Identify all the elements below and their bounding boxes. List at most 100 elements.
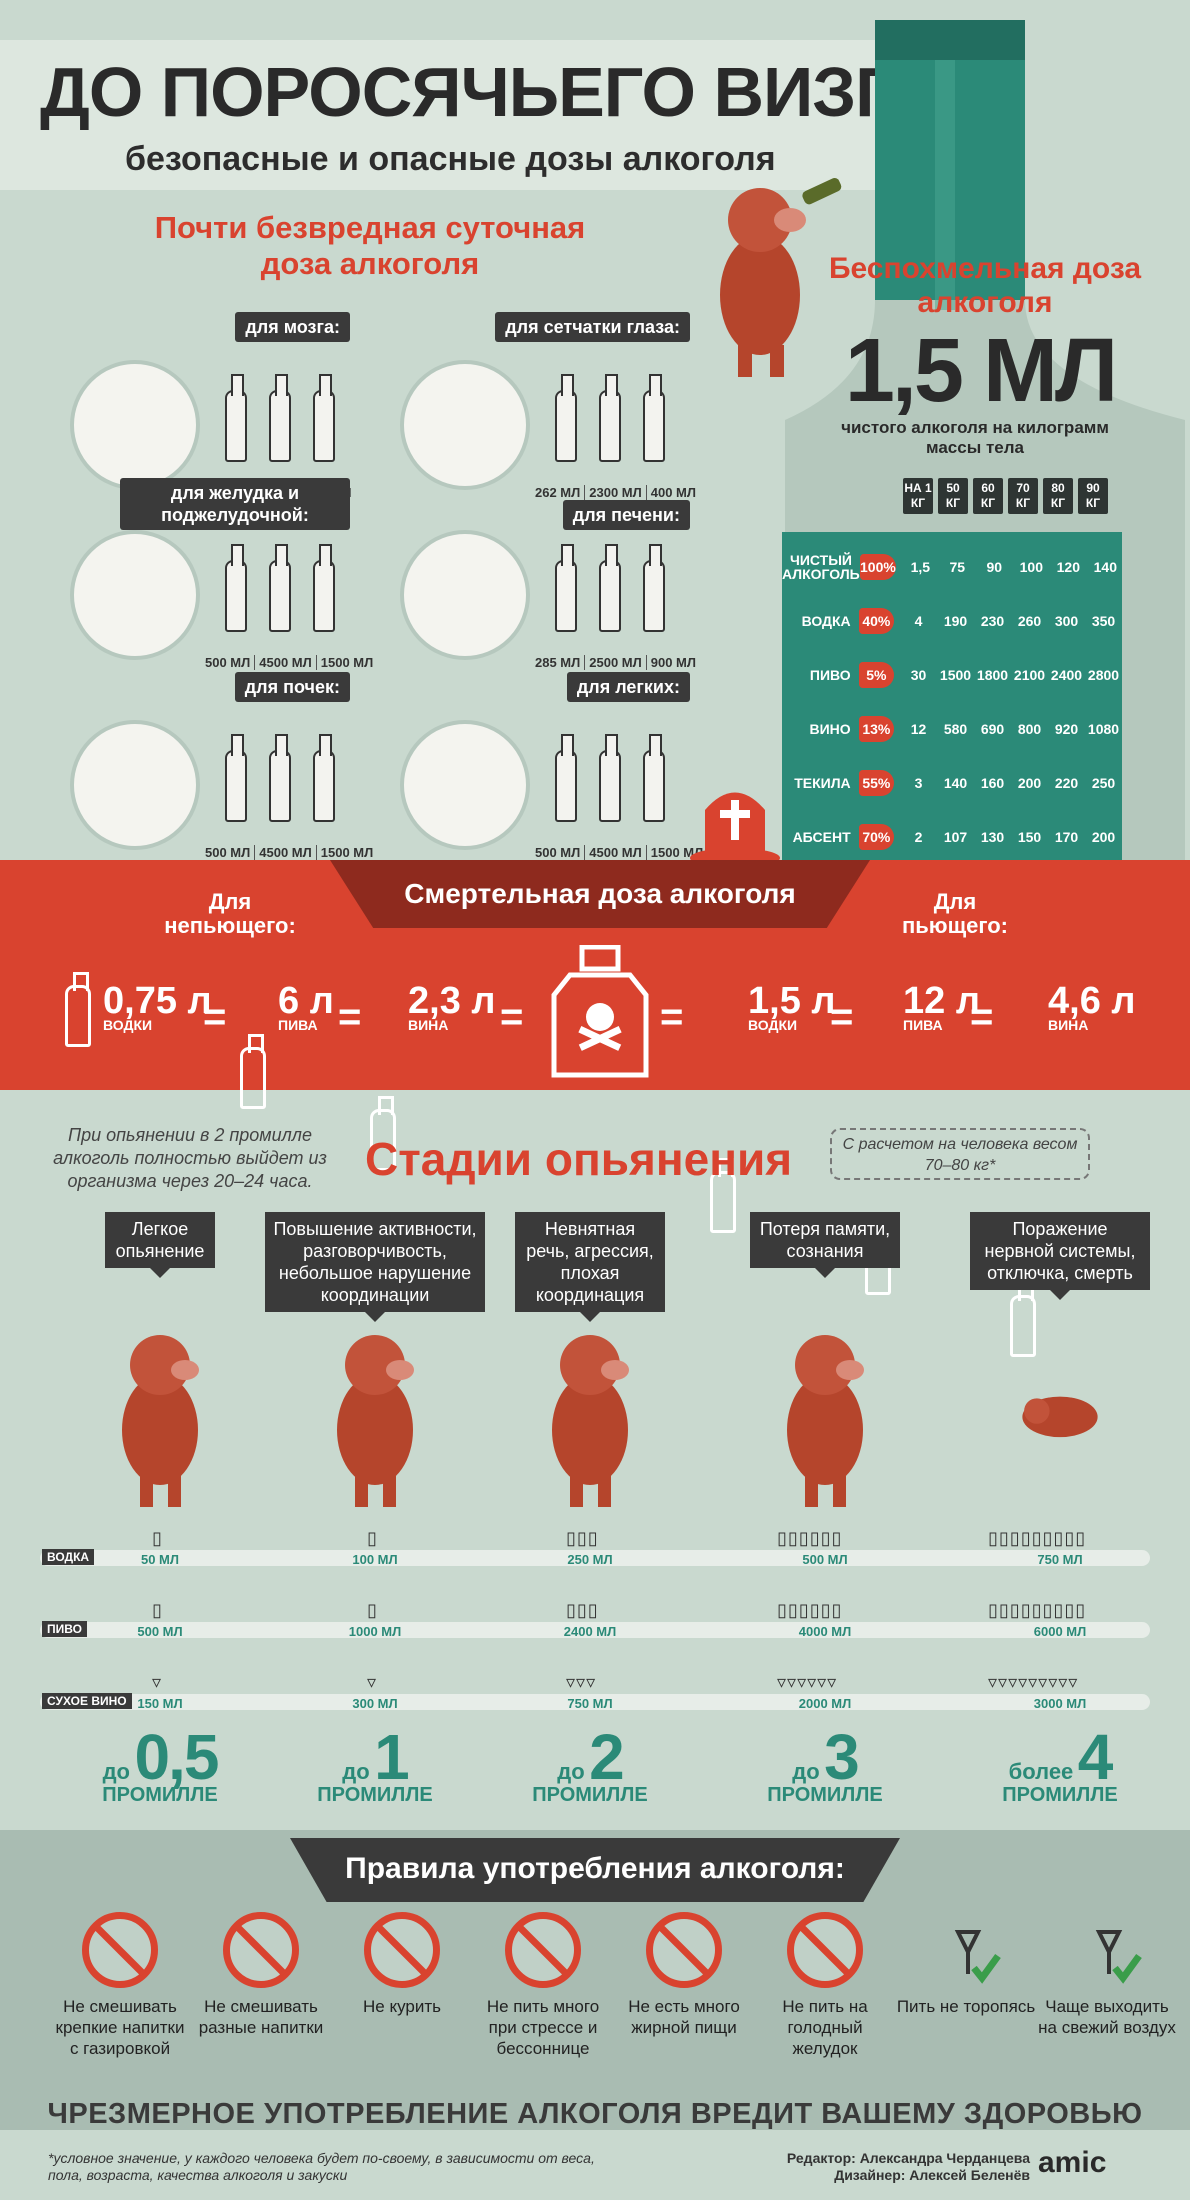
wine-amount: 3000 МЛ [1033, 1696, 1087, 1711]
rule-text: Не есть много жирной пищи [628, 1997, 740, 2037]
rule-text: Не пить много при стрессе и бессоннице [486, 1997, 600, 2058]
credits: Редактор: Александра Черданцева Дизайнер… [760, 2150, 1030, 2184]
prohibition-icon [82, 1912, 158, 1988]
dose-value: 1500 [939, 667, 972, 683]
dose-value: 140 [943, 775, 968, 791]
drink-strength: 13% [858, 716, 894, 742]
bottle-icon [555, 734, 577, 822]
promille-unit: ПРОМИЛЛЕ [767, 1784, 883, 1806]
promille-level: до 3 ПРОМИЛЛЕ [735, 1720, 915, 1807]
rule-text: Не смешивать разные напитки [198, 1997, 324, 2037]
rule-item: Не смешивать разные напитки [191, 1912, 331, 2038]
rule-item: Не курить [332, 1912, 472, 2017]
bottle-icon [599, 544, 621, 632]
bottle-icons [225, 544, 335, 632]
promille-level: до 2 ПРОМИЛЛЕ [500, 1720, 680, 1807]
weight-header: 70 КГ [1008, 478, 1038, 514]
dose-value: 4 [914, 613, 923, 629]
organ-label: для почек: [234, 672, 350, 702]
rule-text: Пить не торопясь [896, 1997, 1036, 2016]
promille-note: При опьянении в 2 промилле алкоголь полн… [53, 1125, 327, 1191]
bottle-icon [599, 734, 621, 822]
bottle-icons [555, 734, 665, 822]
pig-stage-icon [122, 1335, 199, 1507]
drink-strength: 100% [860, 554, 896, 580]
lethal-bottle-icon [1010, 1282, 1036, 1357]
lethal-amount: 12 л [903, 980, 980, 1022]
bottle-icon [313, 544, 335, 632]
organ-amount: 4500 МЛ [259, 655, 317, 670]
bottle-icon [313, 734, 335, 822]
lethal-nondrinker-label: Для непьющего: [164, 889, 296, 938]
dose-values: 3 140 160 200 220 250 [900, 775, 1122, 791]
pig-stage-icon [787, 1335, 864, 1507]
pig-stage-icon [552, 1335, 629, 1507]
lethal-amount: 1,5 л [748, 980, 836, 1022]
equals-sign: = [830, 995, 854, 1039]
vodka-glass-icons: ▯▯▯▯▯▯ [777, 1528, 843, 1548]
vodka-glass-icons: ▯▯▯▯▯▯▯▯▯ [988, 1528, 1087, 1548]
promille-value: 4 [1077, 1721, 1114, 1793]
organ-amounts: 500 МЛ 4500 МЛ 1500 МЛ [205, 655, 377, 670]
dose-value: 30 [910, 667, 927, 683]
weight-header: 80 КГ [1043, 478, 1073, 514]
lethal-drink: ПИВА [903, 1017, 943, 1033]
promille-unit: ПРОМИЛЛЕ [532, 1784, 648, 1806]
organ-amount: 1500 МЛ [650, 845, 704, 860]
drink-name: ПИВО [809, 667, 851, 683]
safe-dose-title: Почти безвредная суточная доза алкоголя [154, 210, 586, 281]
promille-prefix: до [792, 1759, 820, 1784]
wine-amount: 150 МЛ [137, 1696, 183, 1711]
lethal-value: 12 л ПИВА [903, 980, 980, 1033]
weight-value: 70 [1016, 481, 1030, 495]
beer-glass-icons: ▯ [367, 1600, 378, 1620]
lethal-drink: ВИНА [408, 1017, 449, 1033]
table-row: ТЕКИЛА 55% 3 140 160 200 220 250 [782, 758, 1122, 808]
stages-title: Стадии опьянения [365, 1133, 793, 1185]
beer-glass-icons: ▯▯▯▯▯▯ [777, 1600, 843, 1620]
lethal-amount: 0,75 л [103, 980, 212, 1022]
weight-unit: КГ [980, 496, 996, 510]
bottle-icon [269, 374, 291, 462]
weight-header: НА 1 КГ [903, 478, 933, 514]
organ-amount: 262 МЛ [535, 485, 586, 500]
organ-amount: 4500 МЛ [589, 845, 647, 860]
bottle-icon [599, 374, 621, 462]
beer-glass-icons: ▯▯▯ [566, 1600, 599, 1620]
prohibition-icon [223, 1912, 299, 1988]
lethal-value: 6 л ПИВА [278, 980, 334, 1033]
dose-values: 12 580 690 800 920 1080 [900, 721, 1122, 737]
wine-bar [40, 1694, 1150, 1710]
bottle-icon [269, 544, 291, 632]
organ-amount: 1500 МЛ [320, 655, 374, 670]
weight-value: 80 [1051, 481, 1065, 495]
promille-level: до 0,5 ПРОМИЛЛЕ [70, 1720, 250, 1807]
stage-description: Легкое опьянение [105, 1212, 215, 1278]
promille-level: более 4 ПРОМИЛЛЕ [970, 1720, 1150, 1807]
dose-value: 250 [1091, 775, 1116, 791]
hangover-dose-title: Беспохмельная доза алкоголя [828, 252, 1142, 319]
dose-values: 30 1500 1800 2100 2400 2800 [900, 667, 1122, 683]
promille-prefix: более [1008, 1759, 1074, 1784]
lethal-amount: 4,6 л [1048, 980, 1136, 1022]
gravestone-icon [690, 792, 780, 860]
wine-glass-icons: ▿▿▿▿▿▿▿▿▿ [988, 1672, 1079, 1692]
weight-value: 50 [946, 481, 960, 495]
organ-label: для легких: [566, 672, 690, 702]
lethal-dose-title: Смертельная доза алкоголя [404, 878, 796, 909]
dose-value: 150 [1017, 829, 1042, 845]
lethal-drinker-label: Для пьющего: [901, 889, 1009, 938]
dose-value: 3 [914, 775, 923, 791]
lethal-value: 0,75 л ВОДКИ [103, 980, 212, 1033]
organ-icon [400, 720, 530, 850]
bottle-icon [225, 374, 247, 462]
promille-value: 1 [374, 1721, 410, 1793]
bottle-icon [225, 734, 247, 822]
wine-amount: 2000 МЛ [798, 1696, 852, 1711]
dose-value: 90 [986, 559, 1003, 575]
page-title: ДО ПОРОСЯЧЬЕГО ВИЗГА: [40, 53, 962, 131]
stage-description: Поражение нервной системы, отключка, сме… [970, 1212, 1150, 1300]
lethal-value: 4,6 л ВИНА [1048, 980, 1136, 1033]
drink-name: ТЕКИЛА [794, 775, 851, 791]
equals-sign: = [970, 995, 994, 1039]
